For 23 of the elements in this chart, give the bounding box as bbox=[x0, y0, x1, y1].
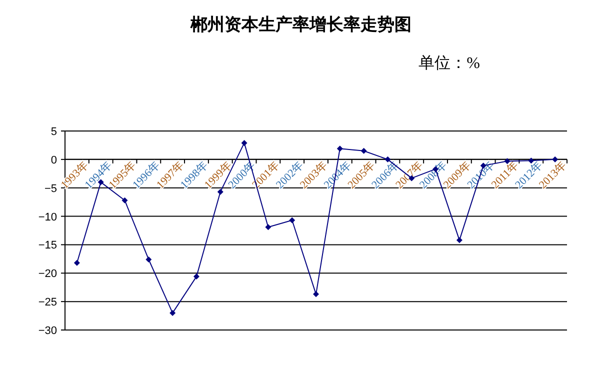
y-tick-label: −30 bbox=[38, 325, 57, 337]
y-tick-label: −5 bbox=[44, 182, 57, 195]
title: 郴州资本生产率增长率走势图 bbox=[190, 15, 412, 34]
point bbox=[241, 140, 248, 146]
y-tick-label: 0 bbox=[50, 154, 57, 166]
point bbox=[313, 291, 319, 298]
point bbox=[456, 237, 462, 244]
point bbox=[122, 197, 128, 204]
y-tick-label: −15 bbox=[38, 240, 57, 252]
point bbox=[170, 310, 176, 316]
point bbox=[74, 260, 80, 266]
point bbox=[217, 188, 224, 195]
y-tick-label: −10 bbox=[38, 211, 57, 224]
y-tick-label: 5 bbox=[50, 126, 57, 138]
point bbox=[265, 224, 272, 230]
point bbox=[289, 217, 296, 224]
y-tick-label: −20 bbox=[38, 268, 57, 280]
point bbox=[146, 256, 152, 262]
point bbox=[360, 148, 367, 154]
annotation: 单位：% bbox=[418, 55, 480, 72]
point bbox=[193, 274, 200, 280]
y-tick-label: −25 bbox=[38, 296, 57, 309]
point bbox=[336, 146, 343, 152]
